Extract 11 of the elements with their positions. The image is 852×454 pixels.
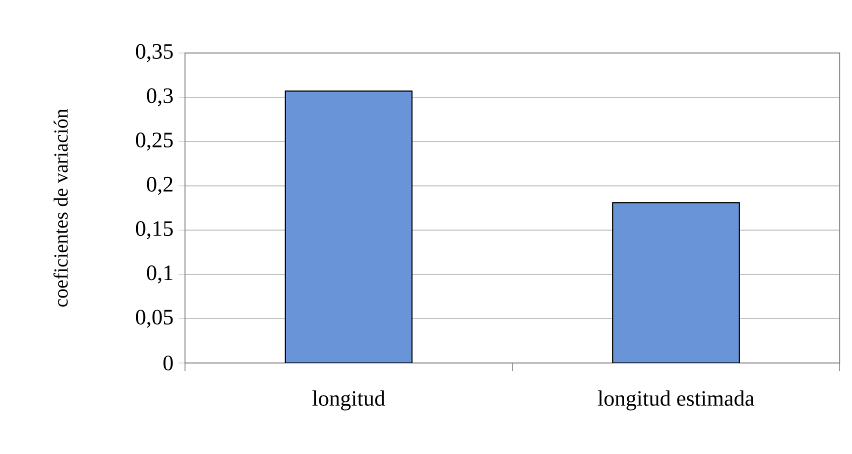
y-tick-label: 0,35 <box>136 44 173 62</box>
y-axis-title: coeficientes de variación <box>53 108 68 307</box>
y-tick-label: 0,05 <box>136 310 173 328</box>
y-tick-label: 0,2 <box>146 176 172 195</box>
y-tick-label: 0,15 <box>136 221 173 240</box>
y-tick-label: 0,3 <box>146 88 173 106</box>
x-tick-label: longitud <box>312 390 386 410</box>
y-tick-label: 0,1 <box>146 265 172 284</box>
x-tick-label: longitud estimada <box>598 390 754 410</box>
y-tick-label: 0,25 <box>136 132 173 151</box>
y-tick-label: 0 <box>163 356 173 370</box>
